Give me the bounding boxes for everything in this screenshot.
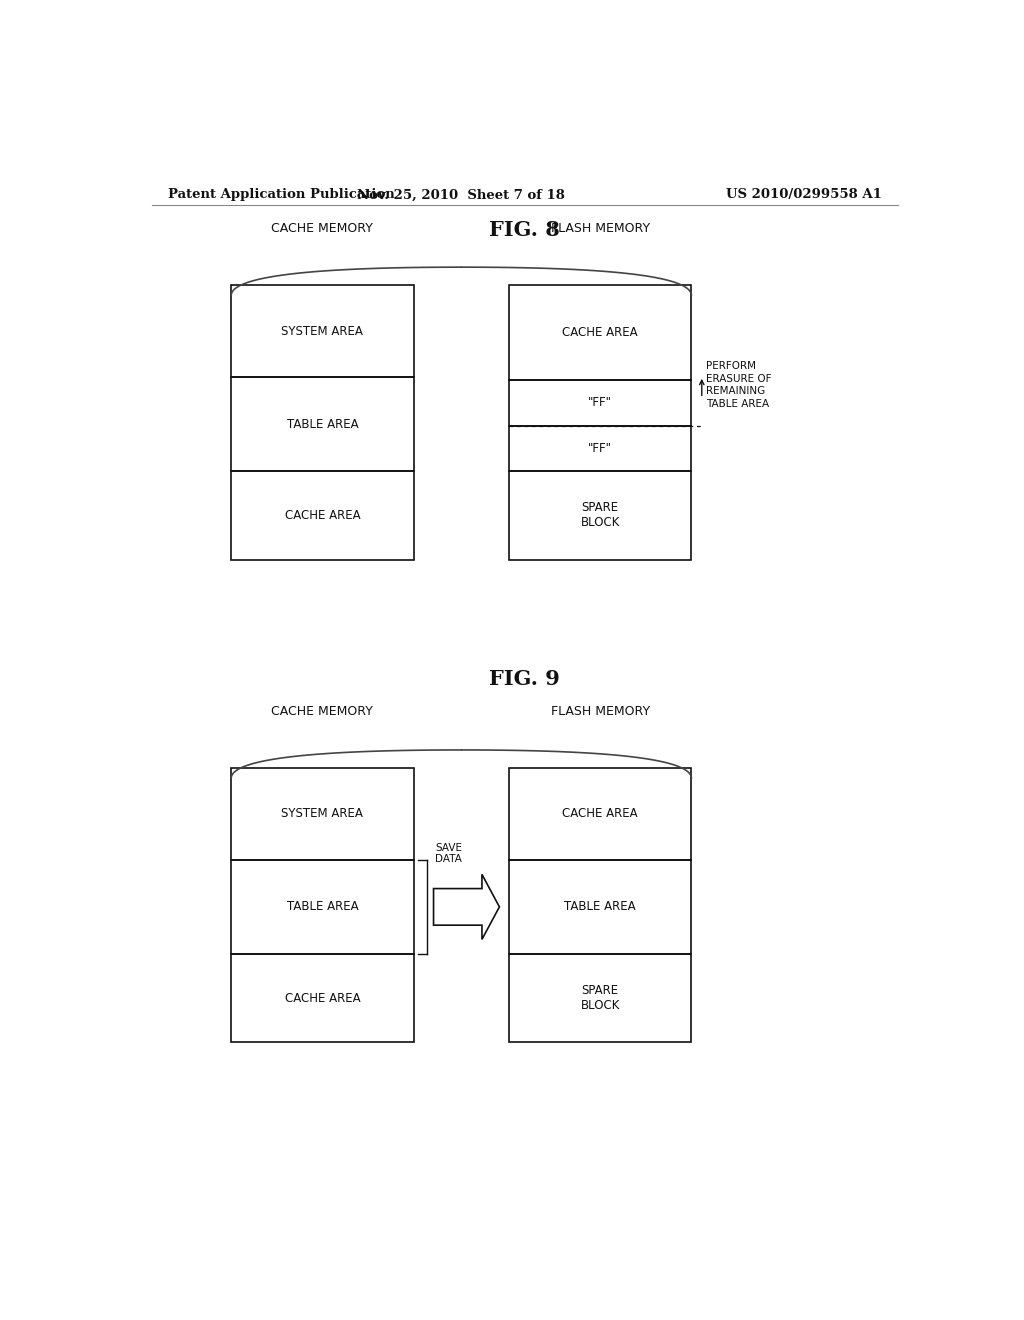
Text: TABLE AREA: TABLE AREA (287, 900, 358, 913)
Text: SYSTEM AREA: SYSTEM AREA (282, 808, 364, 821)
Bar (509, 768, 691, 859)
Polygon shape (433, 874, 500, 940)
Text: CACHE MEMORY: CACHE MEMORY (271, 705, 374, 718)
Text: CACHE AREA: CACHE AREA (285, 991, 360, 1005)
Text: FLASH MEMORY: FLASH MEMORY (551, 705, 650, 718)
Bar (231, 859, 414, 954)
Text: CACHE AREA: CACHE AREA (562, 808, 638, 821)
Bar (509, 285, 691, 380)
Bar (231, 471, 414, 560)
Text: SPARE
BLOCK: SPARE BLOCK (581, 985, 620, 1012)
Text: US 2010/0299558 A1: US 2010/0299558 A1 (726, 189, 882, 202)
Bar (509, 425, 691, 471)
Bar (509, 954, 691, 1043)
Text: "FF": "FF" (588, 442, 612, 455)
Text: SYSTEM AREA: SYSTEM AREA (282, 325, 364, 338)
Text: FIG. 9: FIG. 9 (489, 669, 560, 689)
Text: TABLE AREA: TABLE AREA (564, 900, 636, 913)
Text: PERFORM
ERASURE OF
REMAINING
TABLE AREA: PERFORM ERASURE OF REMAINING TABLE AREA (706, 362, 771, 409)
Bar (509, 859, 691, 954)
Text: Nov. 25, 2010  Sheet 7 of 18: Nov. 25, 2010 Sheet 7 of 18 (357, 189, 565, 202)
Text: "FF": "FF" (588, 396, 612, 409)
Bar (231, 768, 414, 859)
Bar (509, 380, 691, 425)
Text: FIG. 8: FIG. 8 (489, 219, 560, 239)
Text: TABLE AREA: TABLE AREA (287, 417, 358, 430)
Text: CACHE AREA: CACHE AREA (285, 510, 360, 521)
Text: CACHE AREA: CACHE AREA (562, 326, 638, 339)
Bar (509, 471, 691, 560)
Bar (231, 285, 414, 376)
Text: SPARE
BLOCK: SPARE BLOCK (581, 502, 620, 529)
Text: SAVE
DATA: SAVE DATA (435, 842, 462, 865)
Bar (231, 376, 414, 471)
Text: CACHE MEMORY: CACHE MEMORY (271, 222, 374, 235)
Bar (231, 954, 414, 1043)
Text: Patent Application Publication: Patent Application Publication (168, 189, 394, 202)
Text: FLASH MEMORY: FLASH MEMORY (551, 222, 650, 235)
